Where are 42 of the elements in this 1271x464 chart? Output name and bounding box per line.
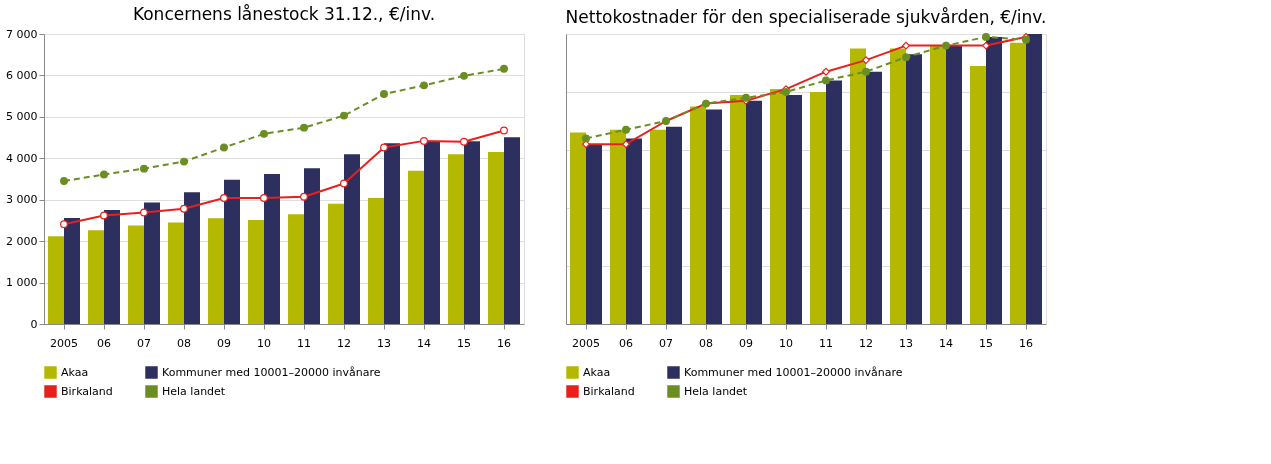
x-tick-label: 08 xyxy=(177,336,191,350)
x-tick-label: 15 xyxy=(979,336,993,350)
x-tick-label: 11 xyxy=(819,336,833,350)
x-tick-label: 12 xyxy=(337,336,351,350)
x-tick-label: 14 xyxy=(939,336,953,350)
chart-title: Koncernens lånestock 31.12., €/inv. xyxy=(132,4,436,24)
y-tick-label: 1 000 xyxy=(6,276,38,290)
x-tick-label: 2005 xyxy=(50,336,78,350)
x-tick-label: 12 xyxy=(859,336,873,350)
y-tick-label: 0 xyxy=(30,317,38,331)
legend-label: Birkaland xyxy=(61,384,113,398)
x-tick-label: 10 xyxy=(257,336,271,350)
legend-label: Akaa xyxy=(61,365,89,379)
x-tick-label: 09 xyxy=(739,336,753,350)
x-tick-label: 07 xyxy=(137,336,151,350)
y-tick-label: 5 000 xyxy=(6,110,38,124)
y-tick-label: 4 000 xyxy=(6,151,38,165)
legend-label: Akaa xyxy=(583,365,611,379)
y-tick-label: 7 000 xyxy=(6,27,38,41)
y-tick-label: 2 000 xyxy=(6,234,38,248)
x-tick-label: 2005 xyxy=(572,336,600,350)
y-tick-label: 3 000 xyxy=(6,193,38,207)
x-tick-label: 13 xyxy=(899,336,913,350)
legend-label: Kommuner med 10001–20000 invånare xyxy=(162,365,381,379)
chart-title: Nettokostnader för den specialiserade sjukvården, €/inv. xyxy=(565,7,1047,28)
legend-label: Hela landet xyxy=(162,384,226,398)
x-tick-label: 06 xyxy=(619,336,633,350)
x-tick-label: 08 xyxy=(699,336,713,350)
x-tick-label: 10 xyxy=(779,336,793,350)
legend-label: Hela landet xyxy=(684,384,748,398)
y-tick-label: 6 000 xyxy=(6,68,38,82)
x-tick-label: 11 xyxy=(297,336,311,350)
x-tick-label: 14 xyxy=(417,336,431,350)
legend-label: Kommuner med 10001–20000 invånare xyxy=(684,365,903,379)
legend-label: Birkaland xyxy=(583,384,635,398)
x-tick-label: 16 xyxy=(497,336,511,350)
x-tick-label: 06 xyxy=(97,336,111,350)
x-tick-label: 07 xyxy=(659,336,673,350)
x-tick-label: 13 xyxy=(377,336,391,350)
x-tick-label: 15 xyxy=(457,336,471,350)
x-tick-label: 09 xyxy=(217,336,231,350)
x-tick-label: 16 xyxy=(1019,336,1033,350)
